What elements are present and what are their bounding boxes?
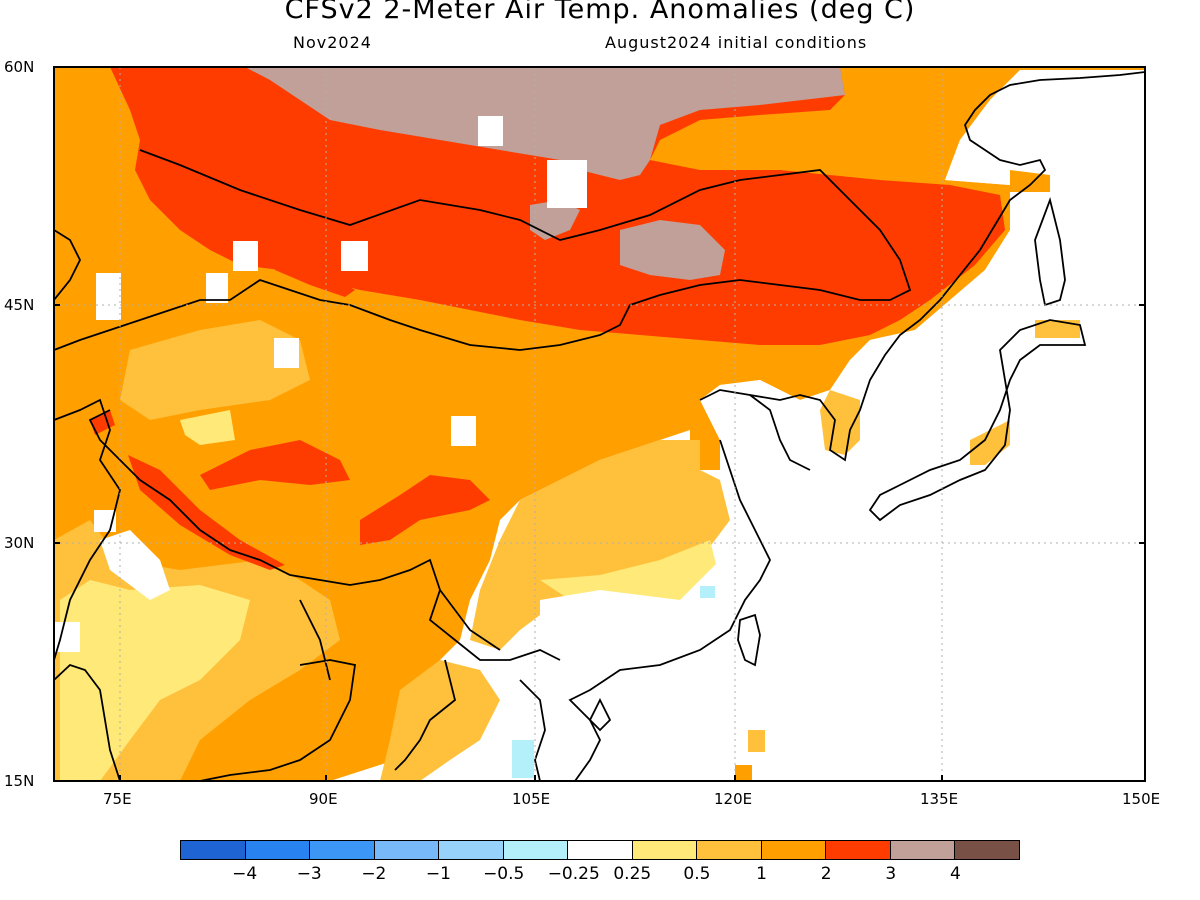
anomaly-region-2-3 [268, 258, 355, 297]
anomaly-region-2-3 [200, 440, 350, 490]
lon-label-150e: 150E [1122, 790, 1161, 808]
colorbar-swatch [697, 841, 762, 859]
lon-label-135e: 135E [920, 790, 959, 808]
anomaly-region-3-4 [620, 220, 725, 280]
colorbar-label: 2 [820, 864, 832, 884]
colorbar-swatch [890, 841, 956, 859]
anomaly-region-05-1 [380, 660, 500, 781]
colorbar-label: −1 [425, 864, 451, 884]
lon-label-120e: 120E [714, 790, 753, 808]
anomaly-region-025-05 [180, 410, 235, 445]
anomaly-region-2-3 [128, 455, 285, 570]
anomaly-region-1-2 [735, 765, 752, 781]
lon-label-105e: 105E [512, 790, 551, 808]
colorbar-swatch [181, 841, 246, 859]
colorbar-label: 0.25 [613, 864, 652, 884]
colorbar-label: −0.25 [547, 864, 600, 884]
colorbar-swatch [568, 841, 633, 859]
map-title: CFSv2 2-Meter Air Temp. Anomalies (deg C… [284, 0, 916, 25]
anomaly-cool-spot [512, 740, 534, 778]
anomaly-region-near-zero [540, 540, 780, 720]
colorbar-swatch [310, 841, 375, 859]
colorbar-label: −2 [361, 864, 387, 884]
colorbar-label: 3 [885, 864, 897, 884]
colorbar-swatch [955, 841, 1019, 859]
colorbar-label: −0.5 [483, 864, 525, 884]
lat-label-45n: 45N [4, 296, 35, 314]
anomaly-region-3-4 [245, 67, 845, 180]
anomaly-region-3-4 [530, 200, 580, 240]
colorbar-label: −3 [296, 864, 322, 884]
colorbar-label: −4 [232, 864, 258, 884]
anomaly-region-05-1 [820, 390, 860, 455]
anomaly-region-2-3 [90, 410, 115, 435]
anomaly-region-05-1 [748, 730, 765, 752]
lat-label-15n: 15N [4, 772, 35, 790]
forecast-month: Nov2024 [293, 33, 372, 52]
colorbar-swatch [826, 841, 891, 859]
colorbar-label: 1 [756, 864, 767, 884]
lat-label-30n: 30N [4, 534, 35, 552]
lon-label-75e: 75E [103, 790, 132, 808]
anomaly-region-05-1 [1035, 320, 1080, 338]
lon-label-90e: 90E [309, 790, 338, 808]
political-borders [54, 149, 912, 681]
lat-label-60n: 60N [4, 58, 35, 76]
colorbar-swatch [632, 841, 698, 859]
anomaly-region-05-1 [970, 420, 1010, 465]
colorbar-label: 4 [949, 864, 961, 884]
colorbar-swatch [503, 841, 569, 859]
colorbar-label: 0.5 [683, 864, 711, 884]
colorbar-swatch [245, 841, 311, 859]
colorbar-swatch [439, 841, 504, 859]
anomaly-region-05-1 [120, 320, 310, 420]
colorbar-swatch [374, 841, 440, 859]
anomaly-region-2-3 [360, 475, 490, 545]
coastlines [54, 71, 1145, 781]
map-frame [53, 66, 1146, 782]
axis-ticks [54, 304, 1145, 781]
colorbar-swatch [761, 841, 827, 859]
colorbar [180, 840, 1020, 860]
sea-region [700, 70, 1145, 781]
initial-conditions: August2024 initial conditions [605, 33, 868, 52]
graticule [54, 67, 1145, 781]
anomaly-region-05-1 [470, 440, 730, 650]
anomaly-cool-spot [700, 586, 715, 598]
anomaly-region-near-zero [100, 530, 170, 600]
